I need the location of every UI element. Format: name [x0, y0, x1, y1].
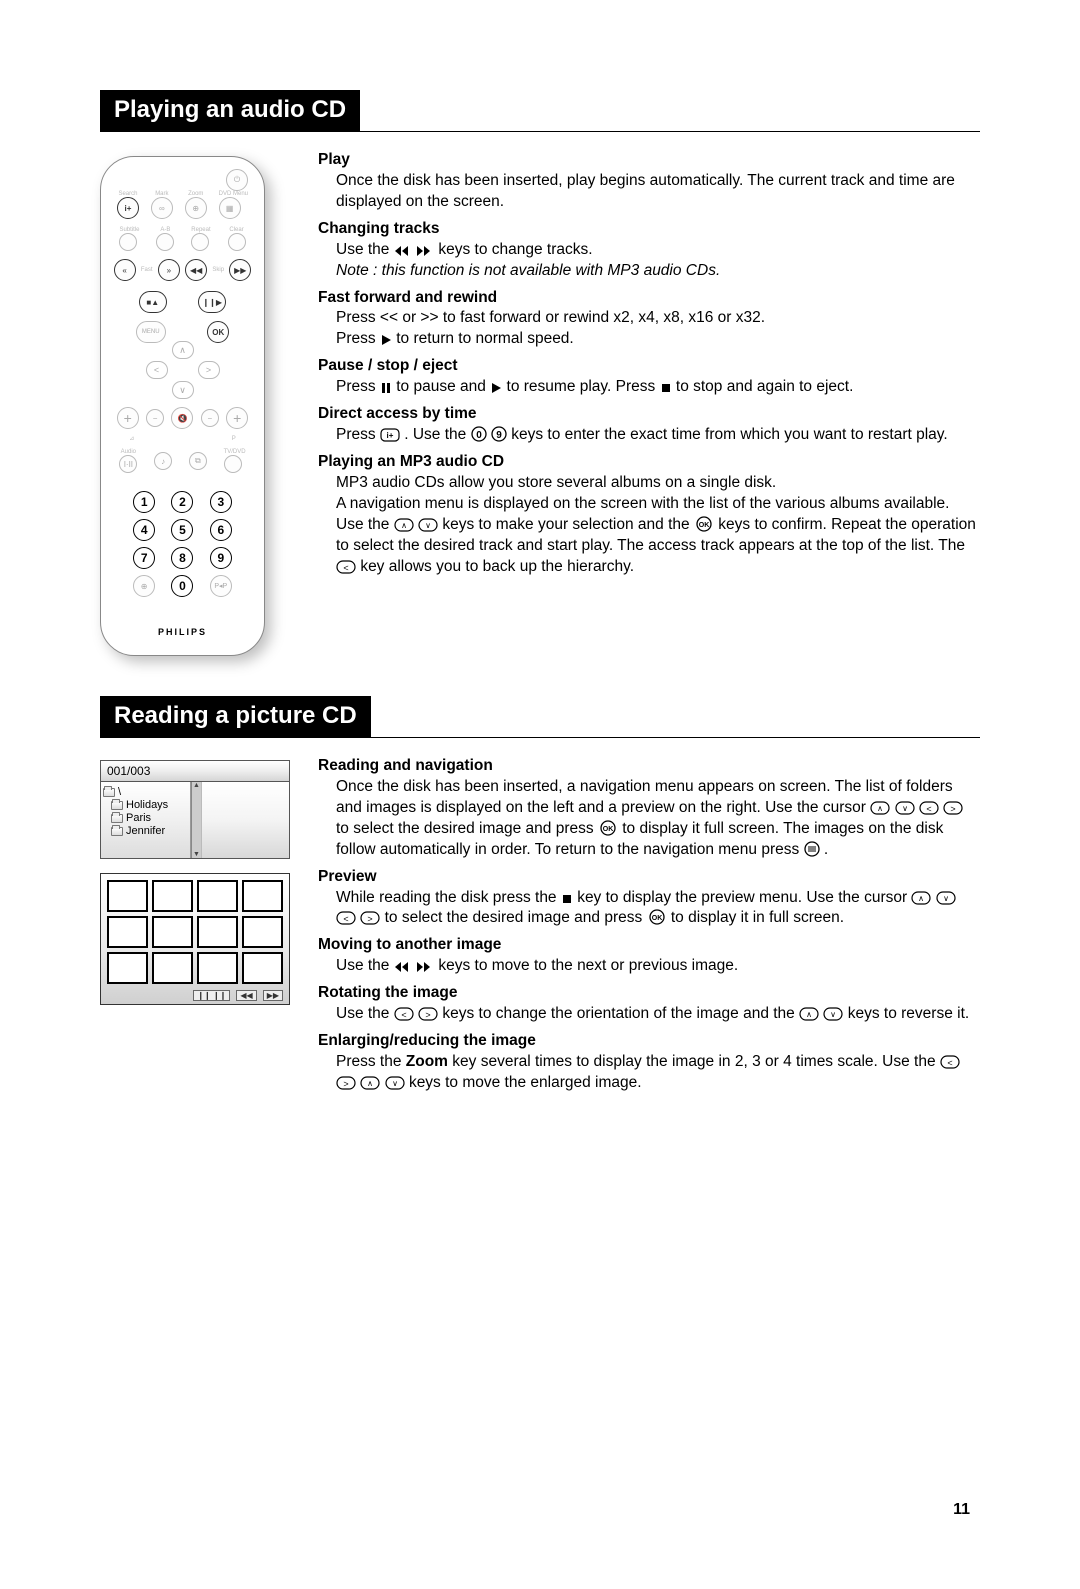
- ffwd-title: Fast forward and rewind: [318, 288, 980, 309]
- rewind-icon: «: [114, 259, 136, 281]
- moving-body: Use the keys to move to the next or prev…: [336, 956, 980, 977]
- pause-title: Pause / stop / eject: [318, 356, 980, 377]
- moving-title: Moving to another image: [318, 935, 980, 956]
- mp3-p2: A navigation menu is displayed on the sc…: [336, 494, 980, 578]
- svg-text:∧: ∧: [367, 1079, 373, 1088]
- prev-icon: ◀◀: [185, 259, 207, 281]
- play-icon: ❙❙▶: [198, 291, 226, 313]
- svg-text:∧: ∧: [877, 804, 883, 813]
- preview-body: While reading the disk press the key to …: [336, 888, 980, 930]
- svg-text:<: <: [343, 914, 348, 924]
- thumbnail-grid: ❙❙ ❙❙ ◀◀ ▶▶: [100, 873, 290, 1005]
- svg-text:∨: ∨: [943, 894, 949, 903]
- power-icon: ⏻: [226, 169, 248, 191]
- ok-button: OK: [207, 321, 229, 343]
- svg-text:i+: i+: [386, 431, 393, 440]
- svg-text:∨: ∨: [830, 1010, 836, 1019]
- section-playing-audio-cd: Playing an audio CD ⏻ Searchi+ Mark∞ Zoo…: [100, 90, 980, 656]
- page-number: 11: [953, 1501, 970, 1519]
- remote-illustration: ⏻ Searchi+ Mark∞ Zoom⊕ DVD Menu▦ Subtitl…: [100, 150, 300, 656]
- direct-body: Press i+ . Use the 0 9 keys to enter the…: [336, 425, 980, 446]
- fastfwd-icon: »: [158, 259, 180, 281]
- menu-button: MENU: [136, 321, 166, 343]
- svg-text:OK: OK: [651, 915, 662, 922]
- ffwd-line2: Press to return to normal speed.: [336, 329, 980, 350]
- svg-text:∨: ∨: [392, 1079, 398, 1088]
- svg-text:<: <: [401, 1010, 406, 1020]
- folder-icon: [111, 801, 123, 810]
- changing-title: Changing tracks: [318, 219, 980, 240]
- svg-text:∧: ∧: [806, 1010, 812, 1019]
- changing-body: Use the keys to change tracks.: [336, 240, 980, 261]
- mp3-title: Playing an MP3 audio CD: [318, 452, 980, 473]
- next-icon: ▶▶: [229, 259, 251, 281]
- enlarge-body: Press the Zoom key several times to disp…: [336, 1052, 980, 1094]
- stop-icon: ■▲: [139, 291, 167, 313]
- changing-note: Note : this function is not available wi…: [336, 261, 980, 282]
- svg-text:∧: ∧: [919, 894, 925, 903]
- play-title: Play: [318, 150, 980, 171]
- section1-title: Playing an audio CD: [100, 90, 360, 132]
- section-reading-picture-cd: Reading a picture CD 001/003 \ Holidays …: [100, 696, 980, 1100]
- rotating-title: Rotating the image: [318, 983, 980, 1004]
- mute-icon: 🔇: [171, 407, 193, 429]
- svg-text:>: >: [343, 1079, 348, 1089]
- brand-label: PHILIPS: [101, 627, 264, 637]
- svg-text:OK: OK: [603, 826, 614, 833]
- picture-cd-navigator: 001/003 \ Holidays Paris Jennifer: [100, 760, 290, 859]
- rotating-body: Use the < > keys to change the orientati…: [336, 1004, 980, 1025]
- pause-body: Press to pause and to resume play. Press…: [336, 377, 980, 398]
- nav-counter: 001/003: [101, 761, 289, 782]
- svg-text:∧: ∧: [401, 521, 407, 530]
- svg-text:0: 0: [476, 430, 482, 441]
- reading-title: Reading and navigation: [318, 756, 980, 777]
- reading-body: Once the disk has been inserted, a navig…: [336, 777, 980, 861]
- play-body: Once the disk has been inserted, play be…: [336, 171, 980, 213]
- preview-title: Preview: [318, 867, 980, 888]
- mp3-p1: MP3 audio CDs allow you store several al…: [336, 473, 980, 494]
- folder-icon: [111, 814, 123, 823]
- section2-title: Reading a picture CD: [100, 696, 371, 738]
- folder-icon: [111, 827, 123, 836]
- svg-text:∨: ∨: [902, 804, 908, 813]
- svg-text:9: 9: [496, 430, 502, 441]
- direct-title: Direct access by time: [318, 404, 980, 425]
- svg-text:<: <: [947, 1058, 952, 1068]
- folder-icon: [103, 788, 115, 797]
- svg-text:>: >: [425, 1010, 430, 1020]
- enlarge-title: Enlarging/reducing the image: [318, 1031, 980, 1052]
- svg-text:<: <: [343, 563, 348, 573]
- svg-text:OK: OK: [699, 522, 710, 529]
- ffwd-line1: Press << or >> to fast forward or rewind…: [336, 308, 980, 329]
- svg-text:>: >: [951, 804, 956, 814]
- svg-text:∨: ∨: [425, 521, 431, 530]
- svg-text:<: <: [926, 804, 931, 814]
- svg-text:>: >: [368, 914, 373, 924]
